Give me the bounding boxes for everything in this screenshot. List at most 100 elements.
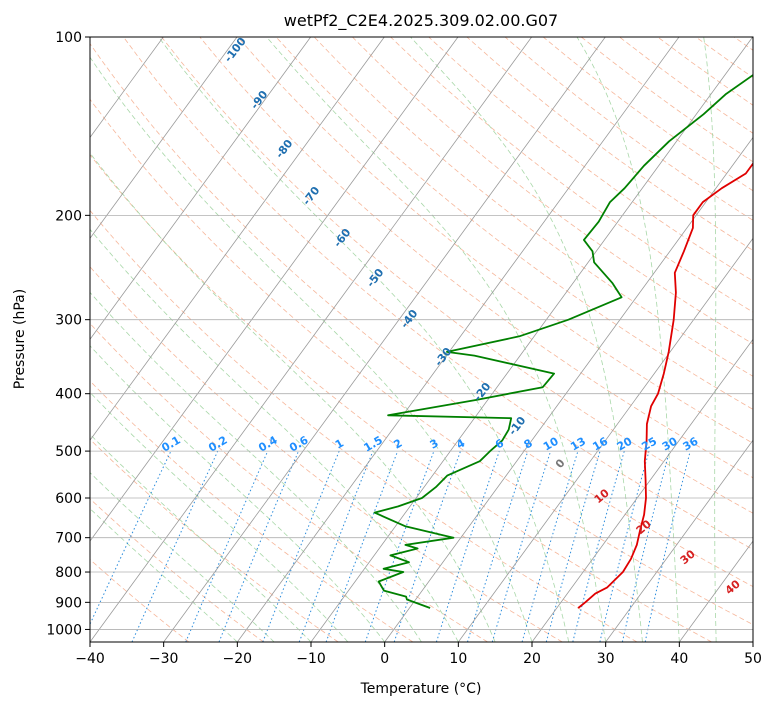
mixing-ratio-line [364, 450, 435, 642]
mixing-ratio-label: 25 [639, 435, 659, 454]
isotherm-line [90, 37, 238, 240]
mixing-ratio-line [131, 450, 219, 642]
moist-adiabat-line [90, 291, 422, 642]
dry-adiabat-line [275, 37, 753, 410]
dry-adiabat-line [90, 266, 563, 642]
isotherm-line [90, 37, 459, 542]
mixing-ratio-label: 10 [541, 434, 561, 453]
y-tick-label: 800 [55, 565, 82, 581]
profile-line-1 [373, 73, 753, 609]
moist-adiabat-line [90, 56, 533, 642]
moist-adiabat-label: -100 [222, 35, 249, 65]
dry-adiabat-line [657, 37, 753, 106]
y-tick-label: 300 [55, 313, 82, 329]
isotherm-line [90, 37, 385, 441]
y-tick-label: 1000 [46, 622, 82, 638]
moist-adiabat-label: -50 [364, 266, 387, 290]
profile-line-0 [577, 162, 753, 609]
mixing-ratio-line [325, 450, 399, 642]
mixing-ratio-line [491, 450, 552, 642]
isotherm-line [310, 37, 753, 642]
isotherm-line [90, 37, 532, 642]
y-tick-label: 200 [55, 208, 82, 224]
isotherm-line [237, 37, 680, 642]
y-axis-label: Pressure (hPa) [12, 289, 28, 389]
moist-adiabat-line [90, 228, 459, 642]
isotherm-line [458, 237, 753, 642]
background-lines [90, 37, 753, 642]
mixing-ratio-line [545, 450, 601, 642]
dry-adiabat-line [90, 558, 190, 642]
mixing-ratio-line [621, 450, 670, 642]
x-axis: −40 −30 −20 −10 0 10 20 30 40 50 [75, 642, 762, 667]
dry-adiabat-line [90, 154, 712, 642]
moist-adiabat-line [90, 472, 275, 642]
grid-lines [90, 37, 753, 642]
mixing-ratio-label: 2 [391, 437, 404, 452]
y-tick-label: 900 [55, 595, 82, 611]
isotherm-line [90, 37, 311, 340]
mixing-ratio-line [185, 450, 269, 642]
moist-adiabat-label: -90 [248, 88, 271, 112]
dry-adiabat-line [161, 37, 753, 514]
plot-frame [89, 36, 754, 643]
dry-adiabat-line [313, 37, 753, 377]
isotherm-line [531, 338, 753, 642]
x-axis-label: Temperature (°C) [360, 681, 482, 697]
x-tick-label: −30 [149, 651, 179, 667]
dry-adiabat-line [90, 209, 638, 642]
moist-adiabat-line [90, 391, 349, 642]
line-labels: -100-90-80-70-60-50-40-30-20-100.1 0.2 0.4… [159, 35, 743, 597]
mixing-ratio-line [90, 450, 172, 626]
zero-label: 0 [553, 456, 568, 470]
mixing-ratio-line [599, 450, 650, 642]
series-group [373, 73, 753, 609]
dry-adiabat-line [428, 37, 753, 282]
moist-adiabat-label: -70 [300, 184, 323, 208]
x-tick-label: −40 [75, 651, 105, 667]
mixing-ratio-label: 20 [615, 434, 635, 453]
moist-adiabat-line [90, 152, 496, 642]
dry-adiabat-line [90, 42, 753, 587]
x-tick-label: 50 [744, 651, 762, 667]
dry-adiabat-line [352, 37, 753, 345]
isotherm-line [679, 540, 753, 642]
mixing-ratio-line [521, 450, 579, 642]
y-tick-label: 700 [55, 531, 82, 547]
mixing-ratio-line [644, 450, 691, 642]
mixing-ratio-label: 30 [660, 434, 680, 453]
mixing-ratio-line [218, 450, 299, 642]
x-tick-label: 40 [670, 651, 688, 667]
moist-adiabat-label: -40 [398, 307, 421, 331]
dry-adiabat-line [619, 37, 753, 134]
dry-adiabat-line [504, 37, 753, 221]
x-tick-label: 10 [449, 651, 467, 667]
mixing-ratio-line [298, 450, 374, 642]
mixing-ratio-line [572, 450, 625, 642]
mixing-ratio-label: 1 [333, 437, 346, 452]
dry-adiabat-line [123, 37, 753, 550]
mixing-ratio-label: 4 [454, 436, 467, 451]
dry-adiabat-line [733, 37, 753, 51]
y-axis: 100 200 300 400 500 600 700 800 900 1000 [46, 30, 90, 638]
dry-adiabat-label: 40 [723, 577, 743, 597]
moist-adiabat-line [266, 37, 607, 642]
x-tick-label: −20 [223, 651, 253, 667]
dry-adiabat-label: 10 [592, 486, 612, 506]
isotherm-line [752, 641, 753, 642]
y-tick-label: 500 [55, 444, 82, 460]
moist-adiabat-line [90, 433, 312, 642]
y-tick-label: 600 [55, 491, 82, 507]
y-tick-label: 400 [55, 387, 82, 403]
mixing-ratio-label: 13 [568, 435, 588, 454]
moist-adiabat-line [576, 37, 680, 642]
dry-adiabat-line [90, 322, 488, 642]
y-tick-label: 100 [55, 30, 82, 46]
moist-adiabat-line [90, 508, 238, 642]
dry-adiabat-line [90, 438, 339, 642]
mixing-ratio-line [467, 450, 529, 642]
moist-adiabat-line [158, 37, 570, 642]
chart-title: wetPf2_C2E4.2025.309.02.00.G07 [284, 11, 558, 31]
moist-adiabat-label: -60 [331, 226, 354, 250]
